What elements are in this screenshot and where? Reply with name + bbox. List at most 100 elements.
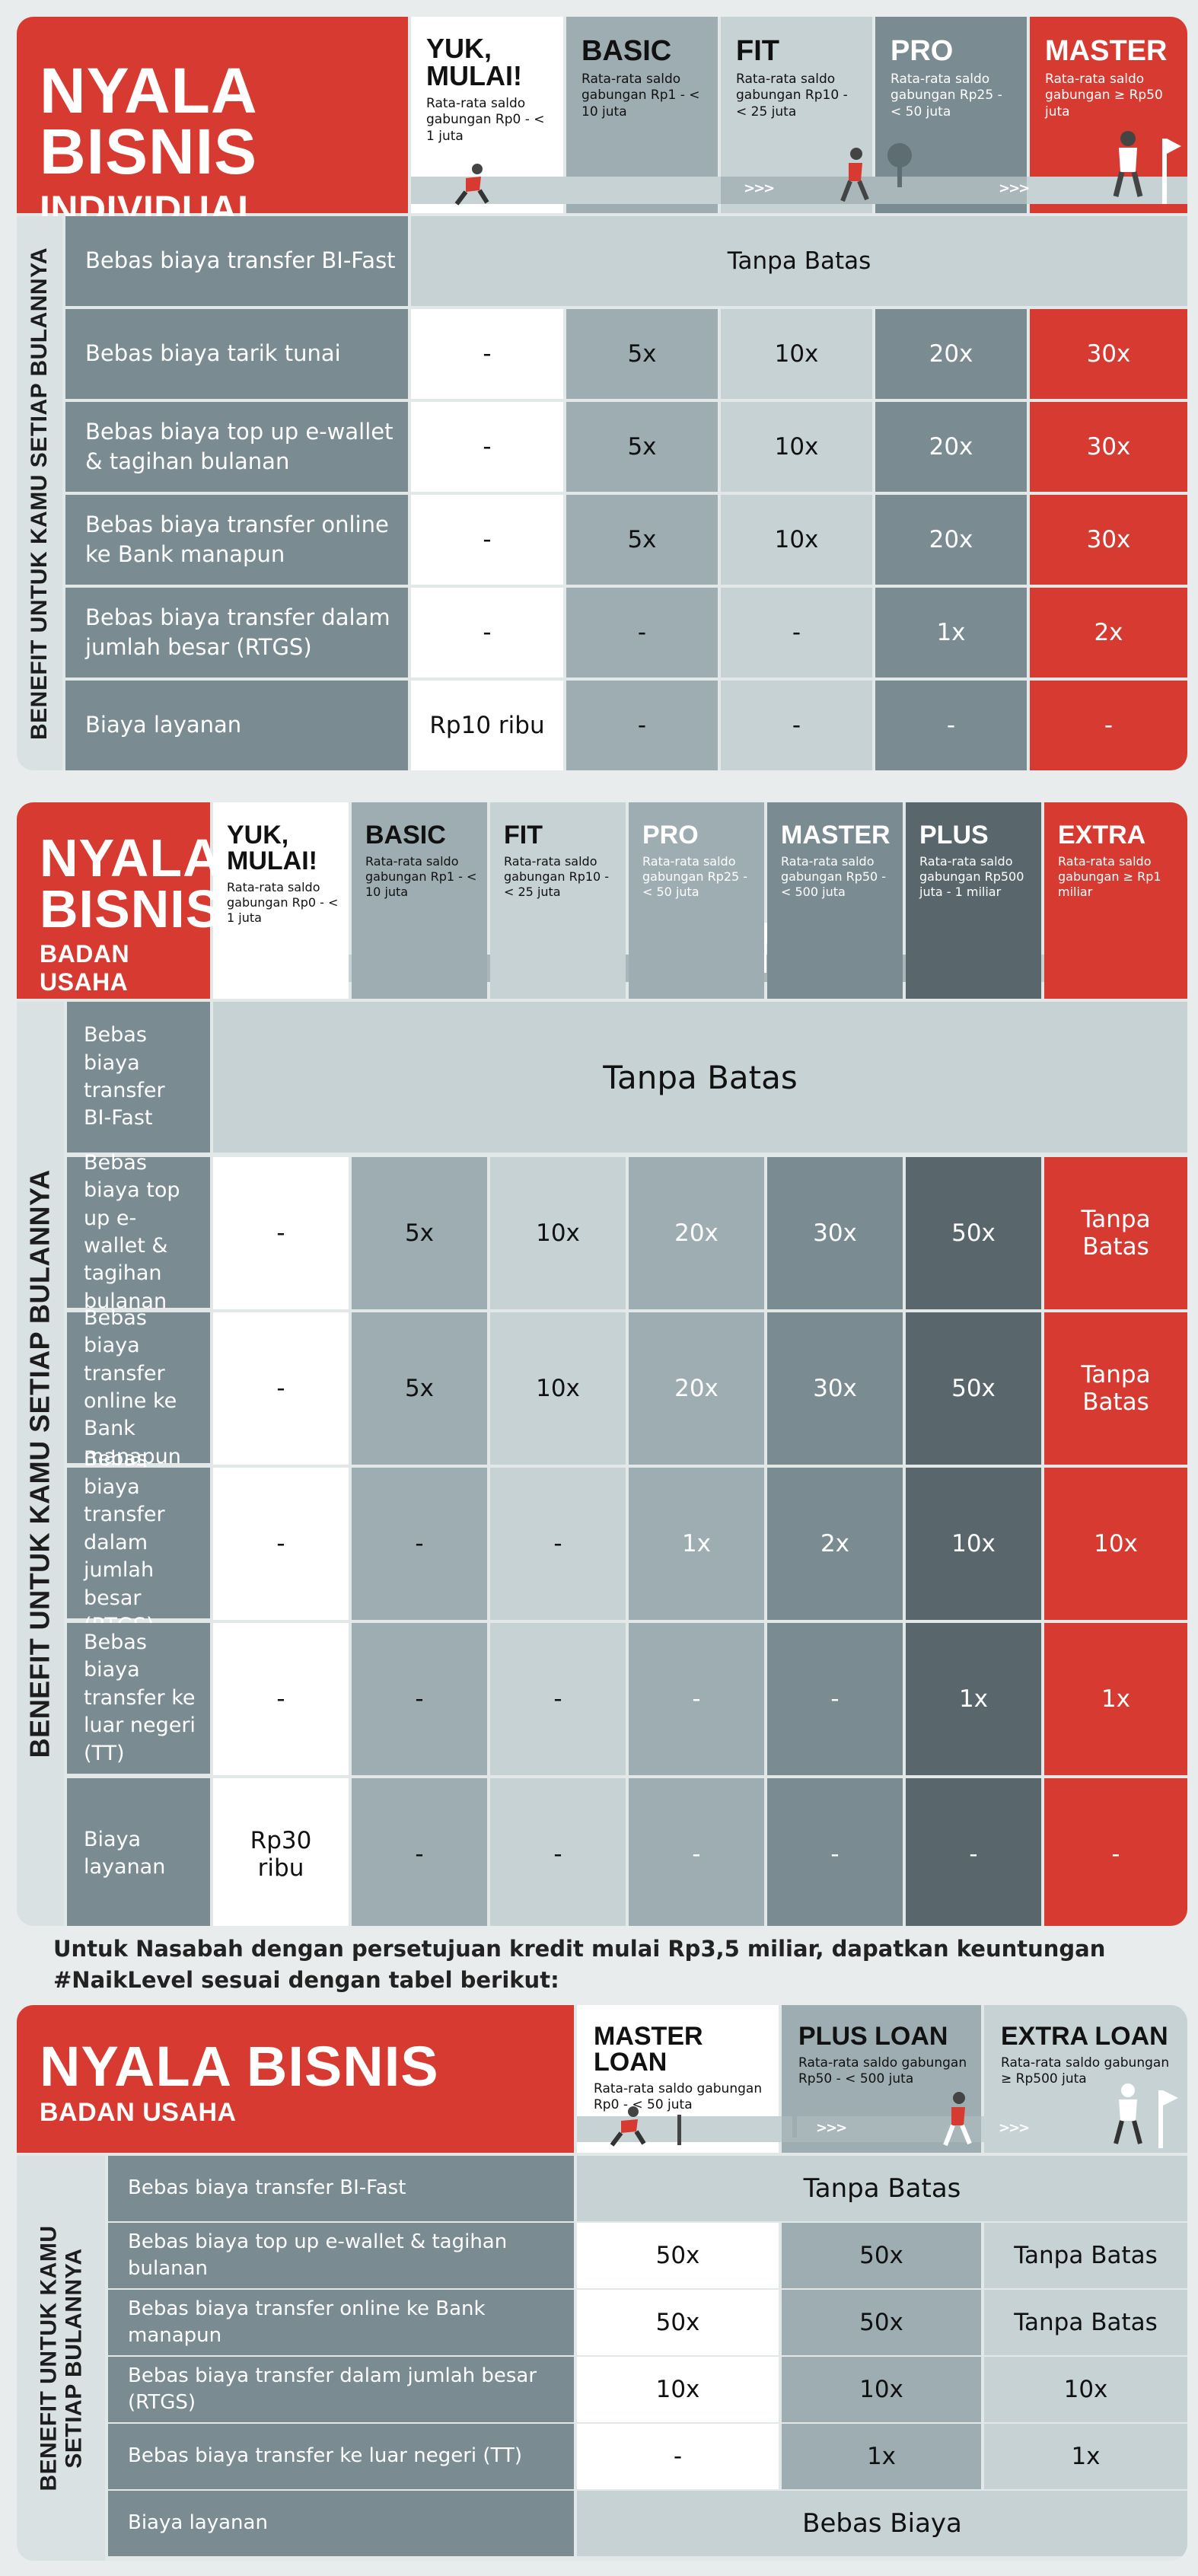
table-cell-merged: Tanpa Batas	[577, 2156, 1187, 2221]
table-cell-merged: Tanpa Batas	[411, 216, 1187, 306]
table-cell: Tanpa Batas	[984, 2223, 1187, 2288]
table-cell: 10x	[490, 1312, 626, 1465]
table-cell: 2x	[767, 1468, 903, 1620]
table-cell: 50x	[906, 1312, 1041, 1465]
table-row-label: Bebas biaya transfer BI-Fast	[108, 2156, 574, 2221]
table-row-label: Bebas biaya transfer dalam jumlah besar …	[108, 2357, 574, 2422]
table-row-label: Biaya layanan	[108, 2491, 574, 2556]
table-cell: -	[490, 1468, 626, 1620]
table-cell: -	[213, 1157, 349, 1309]
runner-icon	[840, 148, 869, 202]
table-cell: -	[629, 1778, 764, 1926]
table-cell: -	[1030, 681, 1187, 770]
tree-icon	[782, 2089, 819, 2138]
tier-pro: PRO Rata-rata saldo gabungan Rp25 - < 50 …	[629, 802, 764, 999]
table-cell: -	[629, 1623, 764, 1775]
tier-master: MASTER Rata-rata saldo gabungan Rp50 - < …	[767, 802, 903, 999]
table-cell: 10x	[721, 309, 872, 399]
table-cell: 5x	[352, 1312, 487, 1465]
table-cell: -	[352, 1468, 487, 1620]
chevron-icon: >>>	[999, 2120, 1030, 2136]
table-cell: -	[875, 681, 1027, 770]
tier-name: FIT	[504, 821, 543, 850]
tree-icon	[887, 143, 912, 187]
table-cell: -	[411, 495, 563, 585]
table-cell: 5x	[566, 402, 718, 492]
table-cell: 50x	[906, 1157, 1041, 1309]
table-cell: -	[577, 2424, 779, 2489]
individual-title: NYALA BISNIS	[40, 55, 258, 187]
table-cell: 5x	[566, 309, 718, 399]
table-cell: -	[721, 681, 872, 770]
table-cell: 10x	[577, 2357, 779, 2422]
table-cell: 30x	[767, 1312, 903, 1465]
table-cell: -	[352, 1778, 487, 1926]
tier-name: YUK, MULAI!	[227, 821, 317, 875]
chevron-icon: >>>	[816, 2120, 847, 2136]
table-cell: -	[411, 402, 563, 492]
badan-subtitle: BADAN USAHA	[40, 940, 130, 996]
table-row-label: Bebas biaya transfer online ke Bank mana…	[67, 1306, 210, 1468]
table-row-label: Biaya layanan	[67, 1778, 210, 1926]
table-row-label: Bebas biaya top up e-wallet & tagihan bu…	[65, 402, 408, 492]
table-row-label: Biaya layanan	[65, 681, 408, 770]
table-cell: Rp30 ribu	[213, 1778, 349, 1926]
individual-card: NYALA BISNIS INDIVIDUAL YUK, MULAI! Rata…	[17, 17, 1187, 770]
tier-desc: Rata-rata saldo gabungan Rp10 - < 25 jut…	[504, 854, 610, 899]
loan-note: Untuk Nasabah dengan persetujuan kredit …	[53, 1936, 1106, 1993]
tier-name: EXTRA	[1058, 821, 1146, 850]
table-row-label: Bebas biaya top up e-wallet & tagihan bu…	[67, 1151, 210, 1313]
table-row-label: Bebas biaya transfer online ke Bank mana…	[108, 2290, 574, 2355]
table-cell: -	[411, 588, 563, 677]
table-cell: -	[1044, 1778, 1187, 1926]
loan-subtitle: BADAN USAHA	[40, 2098, 237, 2128]
table-cell: 20x	[875, 495, 1027, 585]
chevron-icon: >>>	[999, 180, 1030, 196]
table-cell: 5x	[566, 495, 718, 585]
badan-card: NYALA BISNIS BADAN USAHA >>> >>> BENEFIT…	[17, 802, 1187, 1926]
badan-title-line2: BISNIS	[40, 878, 222, 939]
individual-brand-block: NYALA BISNIS INDIVIDUAL	[17, 17, 408, 231]
table-cell: -	[721, 588, 872, 677]
table-cell: -	[490, 1778, 626, 1926]
table-row-label: Bebas biaya transfer BI-Fast	[65, 216, 408, 306]
table-cell: 10x	[782, 2357, 981, 2422]
flag-finish-icon	[1114, 2083, 1178, 2148]
table-cell: 10x	[984, 2357, 1187, 2422]
table-row-label: Bebas biaya transfer dalam jumlah besar …	[65, 588, 408, 677]
table-cell: 50x	[577, 2290, 779, 2355]
tier-yuk-mulai: YUK, MULAI! Rata-rata saldo gabungan Rp0 …	[213, 802, 349, 999]
table-cell: Tanpa Batas	[1044, 1312, 1187, 1465]
tier-basic: BASIC Rata-rata saldo gabungan Rp1 - < 10…	[352, 802, 487, 999]
tier-fit: FIT Rata-rata saldo gabungan Rp10 - < 25 …	[490, 802, 626, 999]
tier-extra: EXTRA Rata-rata saldo gabungan ≥ Rp1 mili…	[1044, 802, 1187, 999]
chevron-icon: >>>	[744, 180, 775, 196]
table-row-label: Bebas biaya transfer BI-Fast	[67, 1002, 210, 1153]
tier-name: MASTER	[781, 821, 891, 850]
table-cell: -	[213, 1623, 349, 1775]
table-cell: 2x	[1030, 588, 1187, 677]
tier-name: BASIC	[365, 821, 446, 850]
table-cell: -	[490, 1623, 626, 1775]
badan-title: NYALA	[40, 828, 222, 888]
runner-icon	[943, 2092, 972, 2147]
table-row-label: Bebas biaya transfer dalam jumlah besar …	[67, 1447, 210, 1637]
tier-yuk-mulai: YUK, MULAI! Rata-rata saldo gabungan Rp0…	[411, 17, 563, 213]
table-cell: -	[767, 1778, 903, 1926]
loan-brand-block: NYALA BISNIS BADAN USAHA	[17, 2005, 574, 2153]
table-cell: 10x	[1044, 1468, 1187, 1620]
tier-desc: Rata-rata saldo gabungan Rp500 juta - 1 …	[919, 854, 1024, 899]
tier-desc: Rata-rata saldo gabungan Rp1 - < 10 juta	[365, 854, 477, 899]
table-cell: 10x	[906, 1468, 1041, 1620]
table-cell: 10x	[721, 402, 872, 492]
badan-side-label: BENEFIT UNTUK KAMU SETIAP BULANNYA	[17, 1002, 64, 1926]
table-cell: 1x	[782, 2424, 981, 2489]
badan-brand-block: NYALA BISNIS BADAN USAHA	[17, 802, 222, 999]
table-cell: -	[566, 588, 718, 677]
tier-desc: Rata-rata saldo gabungan Rp50 - < 500 ju…	[781, 854, 887, 899]
table-cell-merged: Tanpa Batas	[213, 1002, 1187, 1153]
runner-start-icon	[610, 2106, 681, 2147]
table-cell: -	[352, 1623, 487, 1775]
table-cell: 1x	[1044, 1623, 1187, 1775]
runner-start-icon	[454, 164, 489, 206]
